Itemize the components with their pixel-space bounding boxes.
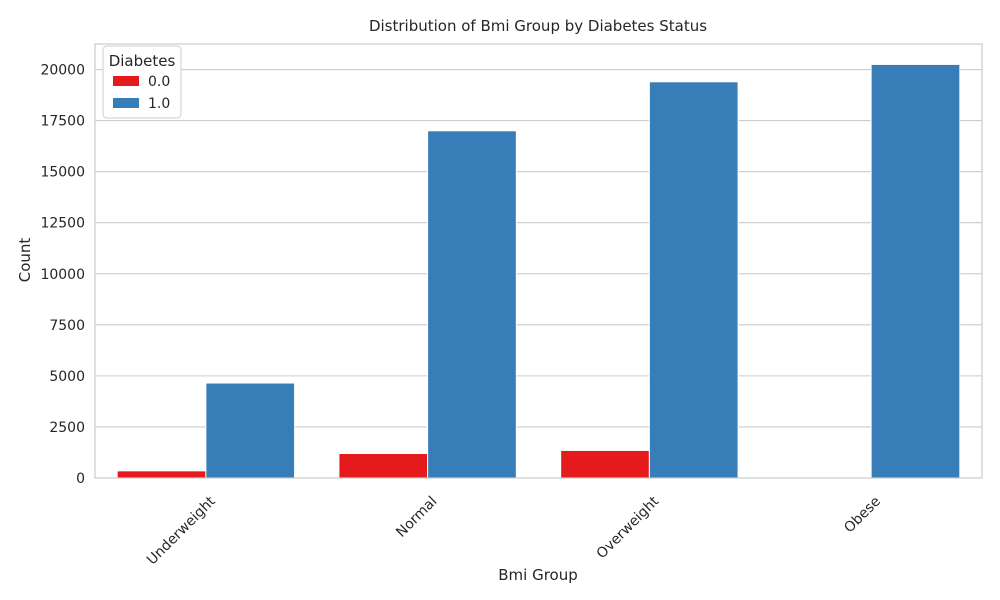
y-tick-label: 20000 <box>40 63 85 79</box>
chart-title: Distribution of Bmi Group by Diabetes St… <box>369 17 707 35</box>
plot-frame <box>94 43 983 479</box>
bar-overweight-1-0 <box>648 81 739 479</box>
legend-title: Diabetes <box>109 52 176 70</box>
bar-underweight-1-0 <box>205 382 296 479</box>
y-tick-label: 17500 <box>40 114 85 130</box>
y-axis-ticks: 0 2500 5000 7500 10000 12500 15000 17500 20000 <box>40 63 85 487</box>
y-tick-label: 12500 <box>40 216 85 232</box>
legend: Diabetes 0.0 1.0 <box>102 45 182 119</box>
bar-obese-1-0 <box>870 63 961 479</box>
y-tick-label: 10000 <box>40 267 85 283</box>
bar-normal-0-0 <box>338 452 429 479</box>
legend-swatch-0 <box>113 76 139 86</box>
legend-swatch-1 <box>113 98 139 108</box>
y-tick-label: 5000 <box>49 369 85 385</box>
legend-label-1: 1.0 <box>148 96 170 112</box>
bars <box>116 63 961 479</box>
y-axis-label: Count <box>16 238 34 283</box>
plot-border <box>94 43 983 479</box>
legend-label-0: 0.0 <box>148 74 170 90</box>
y-tick-label: 7500 <box>49 318 85 334</box>
bar-underweight-0-0 <box>116 470 207 479</box>
bar-overweight-0-0 <box>560 449 650 479</box>
bar-normal-1-0 <box>427 130 517 479</box>
y-tick-label: 15000 <box>40 165 85 181</box>
y-tick-label: 2500 <box>49 420 85 436</box>
y-tick-label: 0 <box>76 471 85 487</box>
x-axis-label: Bmi Group <box>498 566 578 584</box>
